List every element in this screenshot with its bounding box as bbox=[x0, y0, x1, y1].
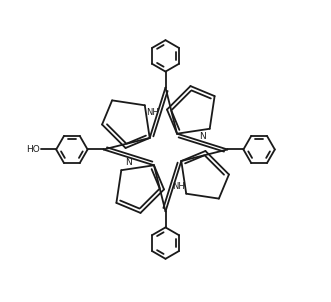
Text: HO: HO bbox=[26, 145, 40, 154]
Text: NH: NH bbox=[172, 182, 185, 191]
Text: N: N bbox=[125, 158, 132, 167]
Text: N: N bbox=[199, 132, 206, 141]
Text: NH: NH bbox=[146, 108, 159, 117]
